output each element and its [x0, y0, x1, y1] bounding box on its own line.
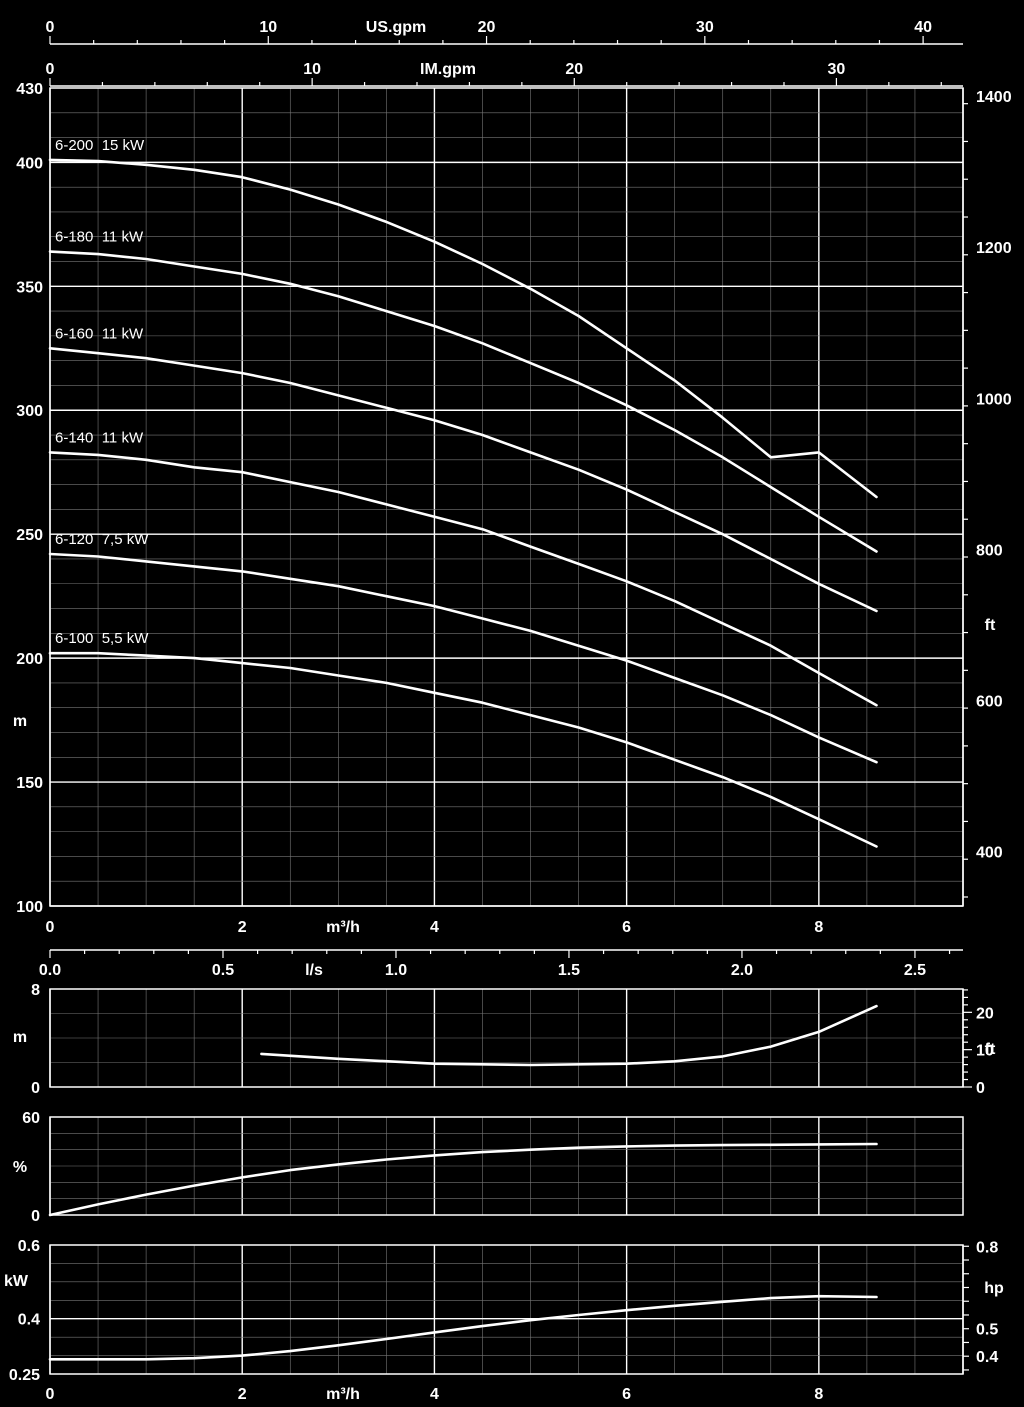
- ls-tick: 2.5: [904, 962, 926, 979]
- ls-tick: 0.0: [39, 962, 61, 979]
- npsh-ft-tick: 0: [976, 1080, 985, 1097]
- head-x-tick: 4: [430, 919, 439, 936]
- head-y-tick: 300: [16, 403, 43, 420]
- head-curve-label: 6-180 11 kW: [55, 229, 144, 246]
- npsh-ft-tick: 10: [976, 1043, 994, 1060]
- im-gpm-tick: 20: [565, 61, 583, 78]
- ls-tick: 1.5: [558, 962, 580, 979]
- npsh-ft-label: ft: [985, 1041, 996, 1058]
- ls-label: l/s: [305, 962, 323, 979]
- head-curve: [48, 651, 878, 848]
- head-y-tick: 430: [16, 81, 43, 98]
- eff-plot-frame: [49, 1116, 964, 1216]
- im-gpm-tick: 0: [46, 61, 55, 78]
- head-x-tick: 8: [814, 919, 823, 936]
- head-y-tick: 400: [16, 155, 43, 172]
- us-gpm-tick: 0: [46, 19, 55, 36]
- head-plot-frame: [49, 87, 964, 907]
- us-gpm-tick: 30: [696, 19, 714, 36]
- us-gpm-tick: 20: [478, 19, 496, 36]
- head-ft-tick: 400: [976, 845, 1003, 862]
- npsh-ft-tick: 20: [976, 1005, 994, 1022]
- eff-curve: [48, 1142, 878, 1217]
- head-curve-label: 6-100 5,5 kW: [55, 630, 149, 647]
- head-x-tick: 6: [622, 919, 631, 936]
- head-ft-tick: 1200: [976, 240, 1012, 257]
- us-gpm-label: US.gpm: [366, 19, 426, 36]
- power-y-tick: 0.25: [9, 1367, 40, 1384]
- npsh-y-tick: 0: [31, 1080, 40, 1097]
- im-gpm-tick: 10: [303, 61, 321, 78]
- head-y-tick: 150: [16, 775, 43, 792]
- head-curve-label: 6-140 11 kW: [55, 429, 144, 446]
- head-ft-label: ft: [985, 617, 996, 634]
- im-gpm-label: IM.gpm: [420, 61, 476, 78]
- head-curve-label: 6-120 7,5 kW: [55, 531, 149, 548]
- ls-tick: 1.0: [385, 962, 407, 979]
- power-y-tick: 0.4: [18, 1312, 40, 1329]
- head-x-label: m³/h: [326, 919, 360, 936]
- eff-y-label: %: [13, 1159, 27, 1176]
- head-y-label: m: [13, 713, 27, 730]
- npsh-curve: [260, 1004, 878, 1067]
- curve-layer: [48, 158, 878, 1361]
- head-y-tick: 100: [16, 899, 43, 916]
- head-ft-tick: 1400: [976, 89, 1012, 106]
- power-hp-tick: 0.4: [976, 1349, 998, 1366]
- npsh-y-label: m: [13, 1029, 27, 1046]
- head-y-tick: 350: [16, 279, 43, 296]
- grid-layer: [49, 87, 964, 1375]
- head-ft-tick: 1000: [976, 391, 1012, 408]
- power-x-tick: 6: [622, 1386, 631, 1403]
- head-curve: [48, 158, 878, 499]
- eff-y-tick: 60: [22, 1110, 40, 1127]
- power-x-tick: 4: [430, 1386, 439, 1403]
- axis-layer: [49, 36, 972, 1375]
- us-gpm-tick: 40: [914, 19, 932, 36]
- power-x-tick: 2: [238, 1386, 247, 1403]
- head-curve-label: 6-160 11 kW: [55, 325, 144, 342]
- head-x-tick: 0: [46, 919, 55, 936]
- head-curve: [48, 250, 878, 553]
- power-hp-label: hp: [984, 1280, 1004, 1297]
- head-y-tick: 250: [16, 527, 43, 544]
- power-x-tick: 8: [814, 1386, 823, 1403]
- ls-tick: 0.5: [212, 962, 234, 979]
- power-y-tick: 0.6: [18, 1238, 40, 1255]
- power-x-tick: 0: [46, 1386, 55, 1403]
- head-curve: [48, 552, 878, 764]
- power-x-label: m³/h: [326, 1386, 360, 1403]
- power-hp-tick: 0.5: [976, 1322, 998, 1339]
- us-gpm-tick: 10: [259, 19, 277, 36]
- power-plot-frame: [49, 1244, 964, 1375]
- head-x-tick: 2: [238, 919, 247, 936]
- im-gpm-tick: 30: [828, 61, 846, 78]
- power-curve: [48, 1294, 878, 1361]
- ls-tick: 2.0: [731, 962, 753, 979]
- head-y-tick: 200: [16, 651, 43, 668]
- head-curve-label: 6-200 15 kW: [55, 137, 145, 154]
- power-y-label: kW: [4, 1273, 29, 1290]
- head-curve: [48, 451, 878, 707]
- eff-y-tick: 0: [31, 1208, 40, 1225]
- head-curve: [48, 347, 878, 613]
- head-ft-tick: 600: [976, 694, 1003, 711]
- power-hp-tick: 0.8: [976, 1239, 998, 1256]
- head-ft-tick: 800: [976, 542, 1003, 559]
- npsh-y-tick: 8: [31, 982, 40, 999]
